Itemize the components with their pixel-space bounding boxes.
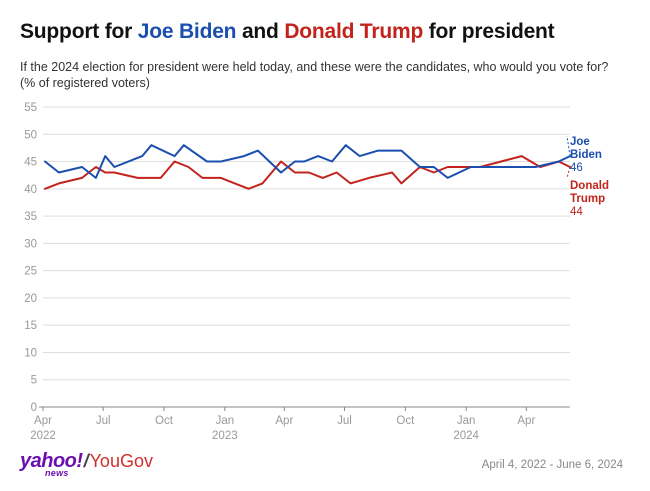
x-tick-year-label: 2024 xyxy=(453,430,479,442)
x-tick-label: Jul xyxy=(96,415,111,427)
title-biden: Joe Biden xyxy=(137,20,237,43)
x-tick-year-label: 2022 xyxy=(30,430,56,442)
leader-line-biden xyxy=(566,135,571,157)
title-suffix: for president xyxy=(423,20,555,43)
x-tick-label: Jul xyxy=(337,415,352,427)
y-tick-label: 20 xyxy=(24,293,37,305)
y-tick-label: 5 xyxy=(31,375,37,387)
subtitle-unit: (% of registered voters) xyxy=(20,76,150,90)
chart-subtitle: If the 2024 election for president were … xyxy=(20,59,640,91)
y-tick-label: 50 xyxy=(24,129,37,141)
series-label-biden-line1: Joe xyxy=(570,136,590,148)
x-tick-label: Jan xyxy=(457,415,476,427)
y-tick-label: 30 xyxy=(24,238,37,250)
yahoo-logo: yahoo! news xyxy=(20,450,83,478)
y-tick-label: 10 xyxy=(24,347,37,359)
y-tick-label: 40 xyxy=(24,184,37,196)
y-tick-label: 45 xyxy=(24,157,37,169)
series-line-biden xyxy=(44,144,571,179)
title-mid: and xyxy=(236,20,285,43)
chart-title: Support for Joe Biden and Donald Trump f… xyxy=(20,20,555,44)
x-tick-label: Oct xyxy=(396,415,415,427)
y-tick-label: 25 xyxy=(24,266,37,278)
y-tick-label: 35 xyxy=(24,211,37,223)
title-prefix: Support for xyxy=(20,20,138,43)
publisher-logo: yahoo! news/YouGov xyxy=(20,450,153,478)
series-label-trump-line2: Trump xyxy=(570,193,605,205)
logo-separator: / xyxy=(83,451,89,471)
x-tick-label: Jan xyxy=(216,415,235,427)
y-tick-label: 55 xyxy=(24,102,37,114)
date-range: April 4, 2022 - June 6, 2024 xyxy=(481,459,623,471)
series-end-value-biden: 46 xyxy=(570,162,583,174)
leader-line-trump xyxy=(566,166,571,179)
y-tick-label: 0 xyxy=(31,402,37,414)
title-trump: Donald Trump xyxy=(284,20,424,43)
yahoo-news-label: news xyxy=(45,468,69,478)
subtitle-question: If the 2024 election for president were … xyxy=(20,60,609,74)
series-label-biden-line2: Biden xyxy=(570,149,602,161)
x-tick-year-label: 2023 xyxy=(212,430,238,442)
series-label-trump-line1: Donald xyxy=(570,180,609,192)
y-tick-label: 15 xyxy=(24,320,37,332)
x-tick-label: Apr xyxy=(517,415,535,427)
x-tick-label: Apr xyxy=(275,415,293,427)
series-end-value-trump: 44 xyxy=(570,206,583,218)
x-tick-label: Apr xyxy=(34,415,52,427)
x-tick-label: Oct xyxy=(155,415,174,427)
yougov-logo: YouGov xyxy=(89,451,153,471)
